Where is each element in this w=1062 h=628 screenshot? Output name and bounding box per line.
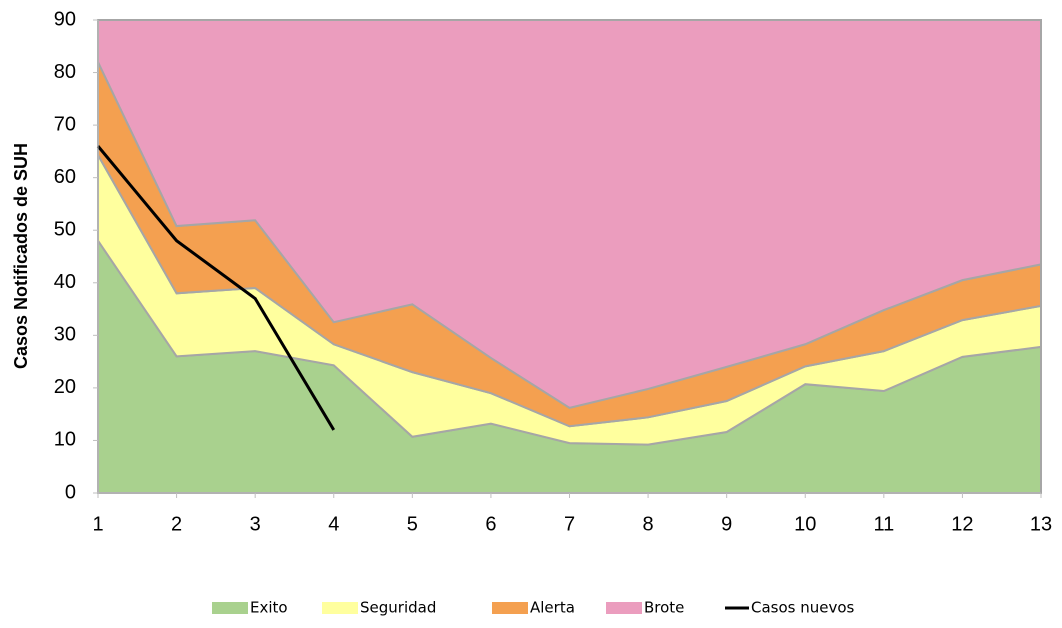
legend-swatch [492,602,528,614]
y-tick-label: 10 [54,429,76,451]
x-tick-label: 7 [564,513,575,535]
x-tick-label: 5 [407,513,418,535]
x-tick-label: 9 [721,513,732,535]
legend-label: Seguridad [360,599,436,617]
x-tick-label: 1 [92,513,103,535]
legend-swatch [322,602,358,614]
y-tick-label: 30 [54,324,76,346]
y-tick-label: 80 [54,61,76,83]
y-axis-title: Casos Notificados de SUH [11,143,31,369]
line [96,145,336,431]
x-tick-label: 10 [794,513,816,535]
y-tick-label: 50 [54,219,76,241]
x-tick-label: 8 [643,513,654,535]
x-tick-label: 3 [250,513,261,535]
legend-swatch [606,602,642,614]
legend-label: Brote [644,599,684,617]
x-tick-label: 11 [873,513,894,535]
y-tick-label: 20 [54,376,76,398]
x-tick-label: 4 [328,513,339,535]
y-tick-label: 0 [65,481,76,503]
y-tick-label: 90 [54,8,76,30]
x-tick-label: 12 [951,513,973,535]
y-tick-label: 60 [54,166,76,188]
y-tick-label: 70 [54,113,76,135]
x-tick-label: 6 [485,513,496,535]
y-tick-label: 40 [54,271,76,293]
legend-label: Alerta [530,599,575,617]
legend-swatch [212,602,248,614]
x-tick-label: 13 [1030,513,1052,535]
area [97,19,1042,409]
legend-label: Casos nuevos [751,599,855,617]
legend-label: Exito [250,599,288,617]
x-tick-label: 2 [171,513,182,535]
